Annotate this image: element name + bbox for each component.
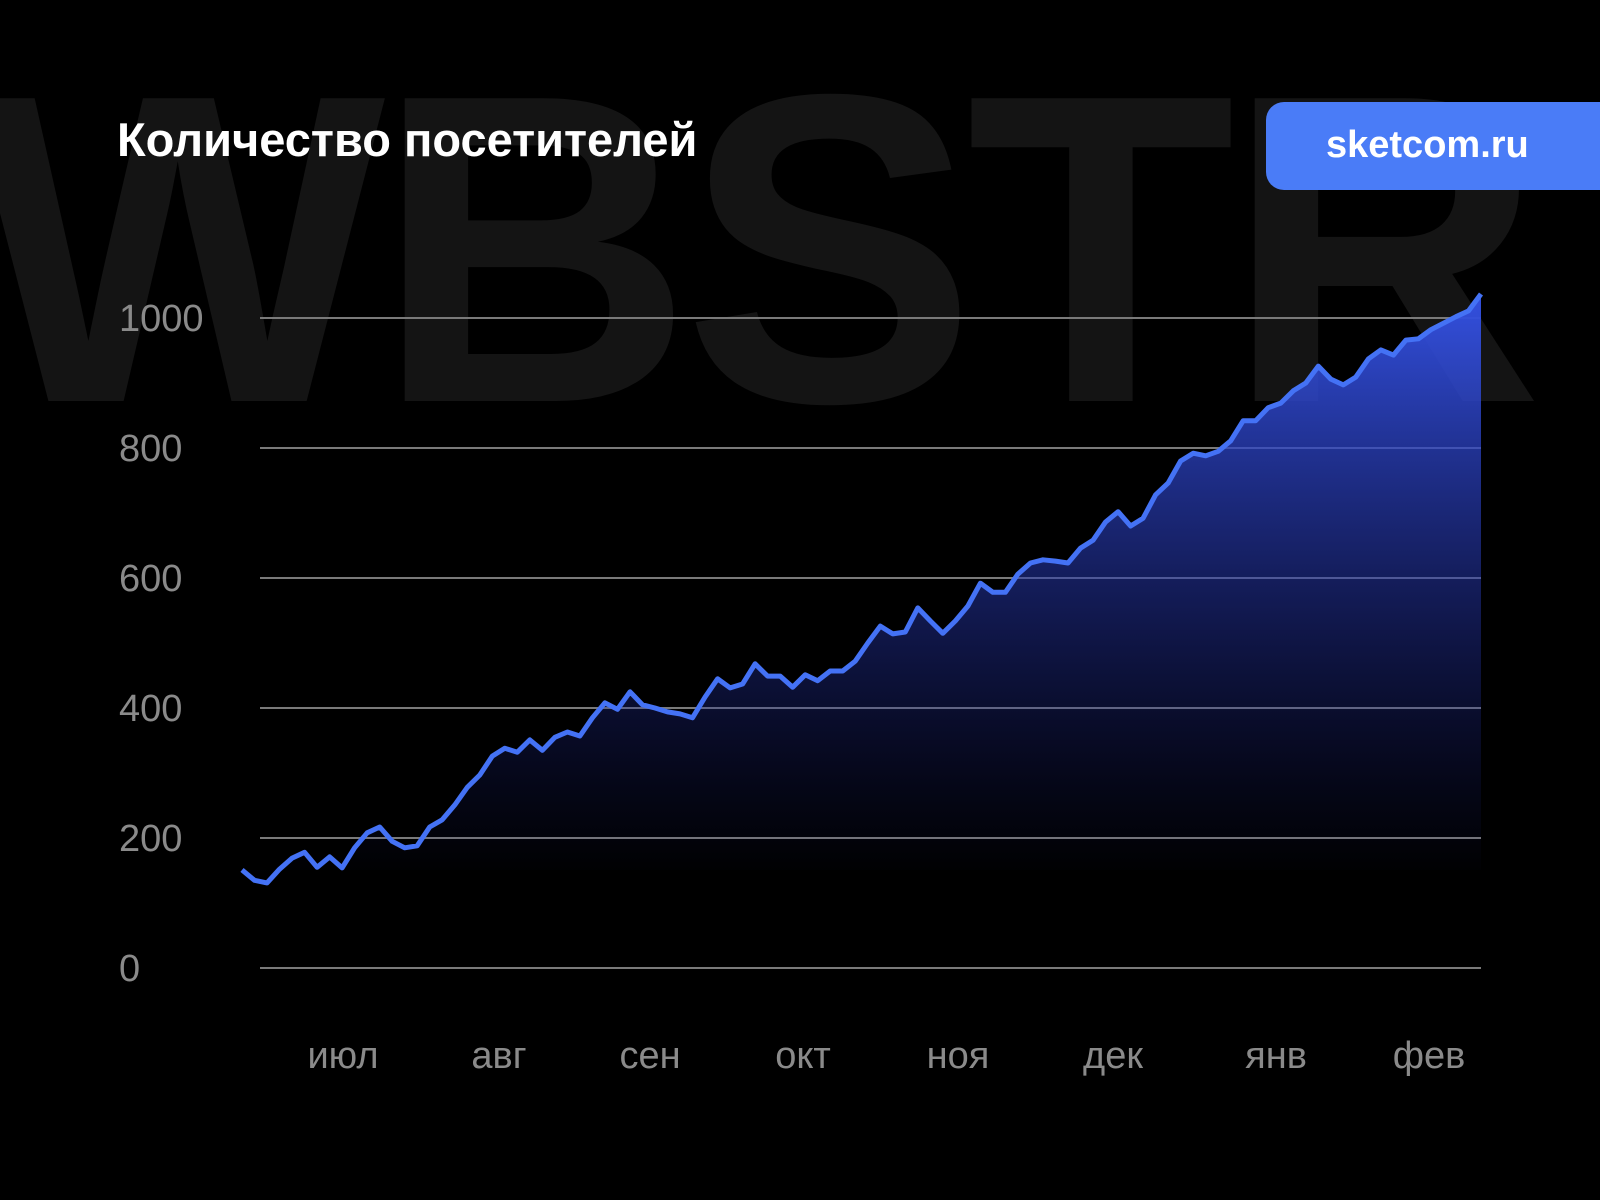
y-tick-label: 0	[119, 948, 140, 990]
x-tick-label: фев	[1393, 1035, 1466, 1077]
site-badge-label: sketcom.ru	[1326, 124, 1529, 166]
y-tick-label: 200	[119, 818, 182, 860]
x-tick-label: окт	[775, 1035, 831, 1077]
x-tick-label: янв	[1245, 1035, 1307, 1077]
chart-title: Количество посетителей	[117, 113, 698, 166]
site-badge[interactable]: sketcom.ru	[1266, 102, 1600, 190]
x-tick-label: ноя	[927, 1035, 990, 1077]
x-tick-label: июл	[307, 1035, 378, 1077]
area-fill	[242, 294, 1481, 883]
series-line	[240, 292, 1484, 886]
y-tick-label: 600	[119, 558, 182, 600]
x-tick-label: дек	[1083, 1035, 1143, 1077]
x-tick-label: авг	[471, 1035, 526, 1077]
y-tick-label: 1000	[119, 298, 204, 340]
y-tick-label: 800	[119, 428, 182, 470]
x-tick-label: сен	[619, 1035, 680, 1077]
y-tick-label: 400	[119, 688, 182, 730]
